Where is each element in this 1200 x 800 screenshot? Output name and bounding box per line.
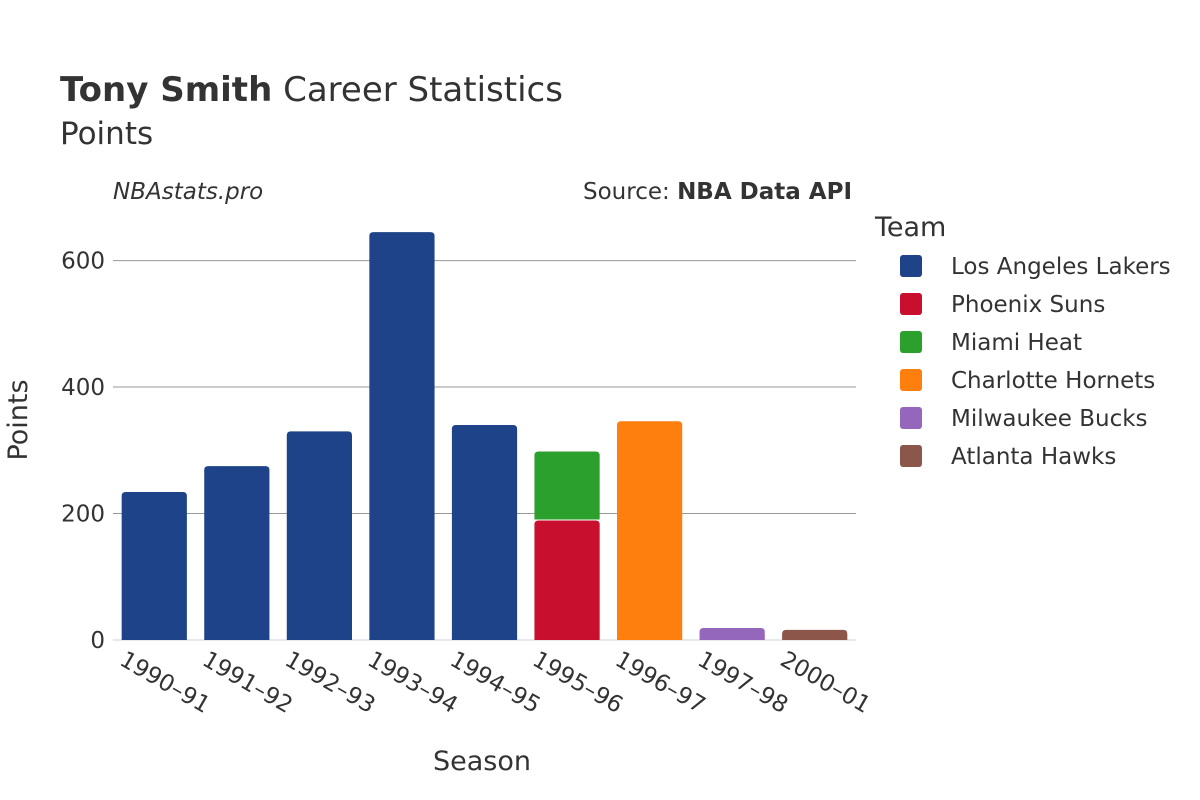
legend-label-charlotte-hornets[interactable]: Charlotte Hornets: [951, 368, 1155, 394]
source-name: NBA Data API: [677, 179, 852, 205]
x-tick-label: 1994–95: [446, 647, 545, 719]
chart-title: Tony Smith Career Statistics: [60, 70, 563, 110]
x-tick-label: 1992–93: [280, 647, 379, 719]
y-tick-label: 400: [61, 375, 105, 401]
bar-milwaukee-bucks-1997–98[interactable]: [699, 627, 765, 640]
legend: Los Angeles Lakers Phoenix Suns Miami Heat…: [900, 254, 1171, 470]
x-tick-label: 1997–98: [693, 647, 792, 719]
bar-los-angeles-lakers-1991–92[interactable]: [204, 466, 270, 640]
bars: [121, 232, 848, 640]
chart-title-bold: Tony Smith: [60, 70, 272, 110]
x-tick-label: 1993–94: [363, 647, 462, 719]
legend-label-phoenix-suns[interactable]: Phoenix Suns: [951, 292, 1105, 318]
source-label: Source:: [583, 179, 677, 205]
x-tick-labels: 1990–911991–921992–931993–941994–951995–…: [115, 647, 874, 719]
y-tick-label: 600: [61, 249, 105, 275]
x-tick-label: 1996–97: [611, 647, 710, 719]
bar-los-angeles-lakers-1994–95[interactable]: [451, 425, 518, 640]
x-tick-label: 2000–01: [776, 647, 875, 719]
legend-label-miami-heat[interactable]: Miami Heat: [951, 330, 1082, 356]
legend-swatch-charlotte-hornets[interactable]: [900, 369, 922, 391]
legend-swatch-atlanta-hawks[interactable]: [900, 445, 922, 467]
x-tick-label: 1990–91: [115, 647, 214, 719]
legend-swatch-phoenix-suns[interactable]: [900, 293, 922, 315]
x-axis-label: Season: [433, 746, 531, 777]
y-tick-labels: 0 200 400 600: [61, 249, 105, 654]
bar-los-angeles-lakers-1993–94[interactable]: [369, 232, 435, 640]
bar-los-angeles-lakers-1992–93[interactable]: [286, 431, 352, 640]
bar-miami-heat-1995–96[interactable]: [534, 451, 600, 520]
bar-atlanta-hawks-2000–01[interactable]: [782, 629, 848, 640]
bar-phoenix-suns-1995–96[interactable]: [534, 520, 600, 640]
credit-text: NBAstats.pro: [113, 179, 263, 205]
legend-swatch-miami-heat[interactable]: [900, 331, 922, 353]
legend-label-atlanta-hawks[interactable]: Atlanta Hawks: [951, 444, 1116, 470]
source-text: Source: NBA Data API: [583, 179, 852, 205]
y-axis-label: Points: [3, 379, 34, 460]
legend-label-los-angeles-lakers[interactable]: Los Angeles Lakers: [951, 254, 1171, 280]
x-tick-label: 1991–92: [198, 647, 297, 719]
chart-subtitle: Points: [60, 116, 153, 152]
x-tick-label: 1995–96: [528, 647, 627, 719]
legend-label-milwaukee-bucks[interactable]: Milwaukee Bucks: [951, 406, 1148, 432]
bar-charlotte-hornets-1996–97[interactable]: [617, 421, 683, 640]
bar-los-angeles-lakers-1990–91[interactable]: [121, 492, 187, 640]
chart-title-rest: Career Statistics: [272, 70, 563, 110]
legend-swatch-los-angeles-lakers[interactable]: [900, 255, 922, 277]
legend-title: Team: [874, 212, 946, 243]
legend-swatch-milwaukee-bucks[interactable]: [900, 407, 922, 429]
y-tick-label: 0: [90, 628, 105, 654]
y-tick-label: 200: [61, 502, 105, 528]
